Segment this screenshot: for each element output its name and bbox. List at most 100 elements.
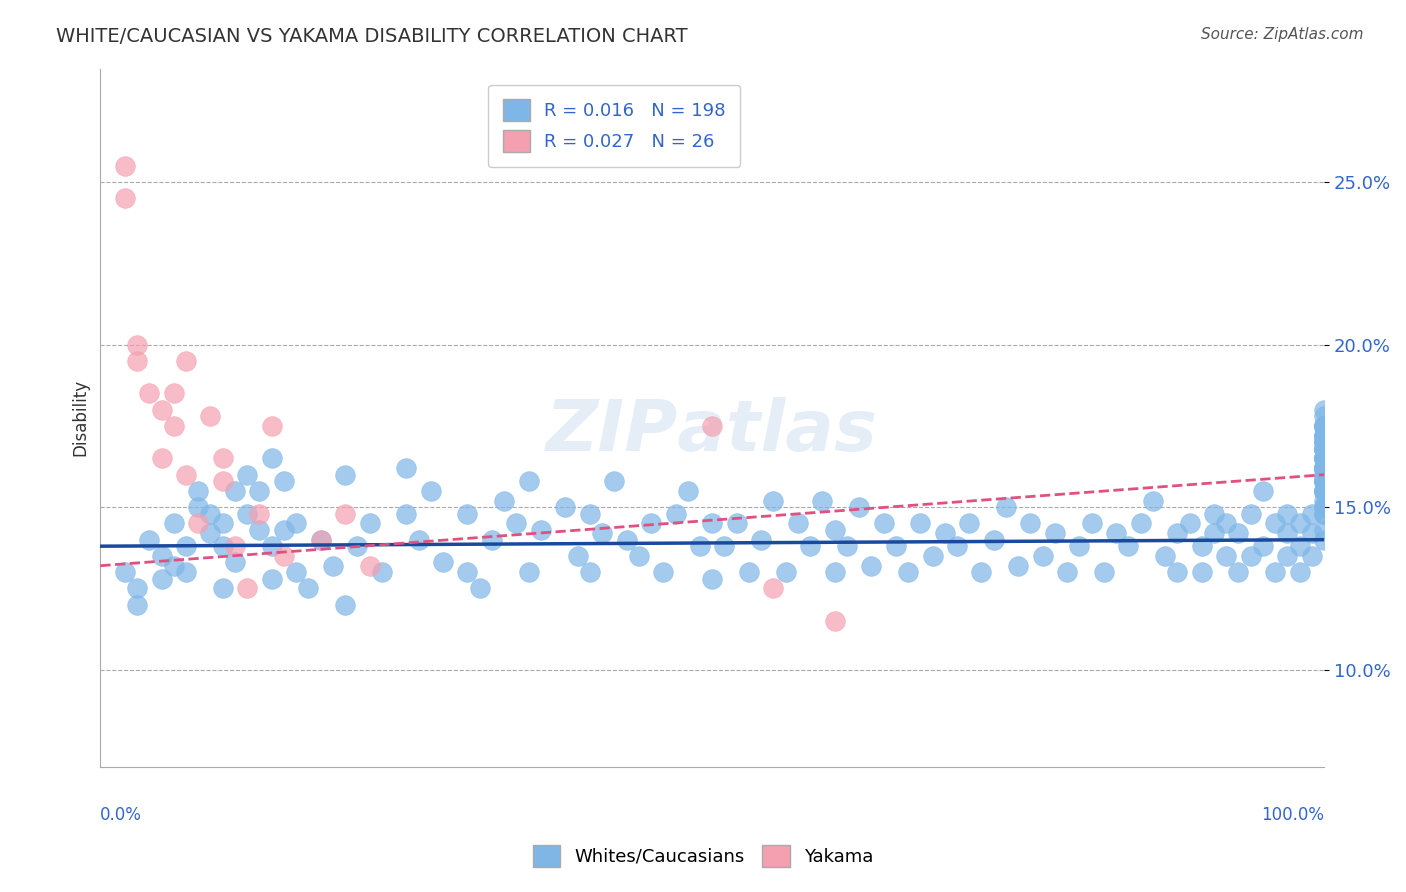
Point bbox=[494, 493, 516, 508]
Point bbox=[1105, 526, 1128, 541]
Point bbox=[174, 565, 197, 579]
Point bbox=[236, 467, 259, 482]
Point bbox=[138, 533, 160, 547]
Point bbox=[824, 523, 846, 537]
Point bbox=[395, 461, 418, 475]
Point bbox=[1092, 565, 1115, 579]
Point bbox=[1056, 565, 1078, 579]
Point bbox=[517, 474, 540, 488]
Text: 100.0%: 100.0% bbox=[1261, 806, 1324, 824]
Point bbox=[481, 533, 503, 547]
Point bbox=[1313, 435, 1336, 450]
Point bbox=[1313, 451, 1336, 466]
Point bbox=[946, 539, 969, 553]
Point bbox=[799, 539, 821, 553]
Point bbox=[957, 516, 980, 531]
Point bbox=[322, 558, 344, 573]
Point bbox=[1313, 461, 1336, 475]
Point bbox=[309, 533, 332, 547]
Point bbox=[579, 565, 602, 579]
Point bbox=[1313, 461, 1336, 475]
Point bbox=[1227, 526, 1250, 541]
Point bbox=[835, 539, 858, 553]
Point bbox=[1313, 461, 1336, 475]
Point bbox=[1313, 442, 1336, 456]
Point bbox=[1313, 451, 1336, 466]
Point bbox=[1313, 461, 1336, 475]
Point bbox=[333, 507, 356, 521]
Point bbox=[1313, 533, 1336, 547]
Point bbox=[1313, 461, 1336, 475]
Point bbox=[1032, 549, 1054, 563]
Point bbox=[236, 507, 259, 521]
Legend: R = 0.016   N = 198, R = 0.027   N = 26: R = 0.016 N = 198, R = 0.027 N = 26 bbox=[488, 85, 741, 167]
Point bbox=[200, 526, 222, 541]
Point bbox=[1251, 539, 1274, 553]
Point bbox=[1313, 402, 1336, 417]
Point bbox=[1313, 474, 1336, 488]
Point bbox=[530, 523, 553, 537]
Point bbox=[702, 419, 724, 434]
Point bbox=[236, 582, 259, 596]
Point bbox=[125, 582, 148, 596]
Text: 0.0%: 0.0% bbox=[100, 806, 142, 824]
Text: WHITE/CAUCASIAN VS YAKAMA DISABILITY CORRELATION CHART: WHITE/CAUCASIAN VS YAKAMA DISABILITY COR… bbox=[56, 27, 688, 45]
Point bbox=[150, 549, 173, 563]
Point bbox=[910, 516, 932, 531]
Point bbox=[309, 533, 332, 547]
Point bbox=[1313, 419, 1336, 434]
Point bbox=[897, 565, 920, 579]
Point bbox=[1191, 539, 1213, 553]
Point bbox=[1277, 507, 1299, 521]
Text: Source: ZipAtlas.com: Source: ZipAtlas.com bbox=[1201, 27, 1364, 42]
Point bbox=[297, 582, 319, 596]
Point bbox=[1313, 461, 1336, 475]
Point bbox=[824, 565, 846, 579]
Point bbox=[860, 558, 883, 573]
Point bbox=[689, 539, 711, 553]
Point bbox=[1313, 451, 1336, 466]
Point bbox=[676, 483, 699, 498]
Point bbox=[1313, 435, 1336, 450]
Point bbox=[273, 523, 295, 537]
Point bbox=[1313, 474, 1336, 488]
Point bbox=[1313, 409, 1336, 424]
Point bbox=[1019, 516, 1042, 531]
Point bbox=[211, 539, 233, 553]
Point bbox=[1313, 483, 1336, 498]
Point bbox=[150, 572, 173, 586]
Point bbox=[1313, 451, 1336, 466]
Point bbox=[1313, 451, 1336, 466]
Point bbox=[1301, 507, 1323, 521]
Point bbox=[934, 526, 956, 541]
Point bbox=[211, 582, 233, 596]
Point bbox=[249, 507, 271, 521]
Point bbox=[1313, 442, 1336, 456]
Point bbox=[359, 558, 381, 573]
Point bbox=[138, 386, 160, 401]
Point bbox=[260, 539, 283, 553]
Point bbox=[652, 565, 675, 579]
Point bbox=[163, 516, 186, 531]
Point bbox=[1313, 428, 1336, 442]
Point bbox=[285, 516, 308, 531]
Point bbox=[872, 516, 894, 531]
Point bbox=[249, 483, 271, 498]
Point bbox=[1240, 549, 1263, 563]
Point bbox=[249, 523, 271, 537]
Point bbox=[1313, 483, 1336, 498]
Point bbox=[395, 507, 418, 521]
Point bbox=[187, 483, 209, 498]
Point bbox=[1240, 507, 1263, 521]
Point bbox=[1264, 565, 1286, 579]
Point bbox=[1264, 516, 1286, 531]
Point bbox=[224, 483, 246, 498]
Point bbox=[1313, 419, 1336, 434]
Point bbox=[260, 572, 283, 586]
Point bbox=[163, 386, 186, 401]
Point bbox=[1313, 419, 1336, 434]
Point bbox=[150, 451, 173, 466]
Point bbox=[273, 474, 295, 488]
Point bbox=[994, 500, 1017, 515]
Point bbox=[125, 337, 148, 351]
